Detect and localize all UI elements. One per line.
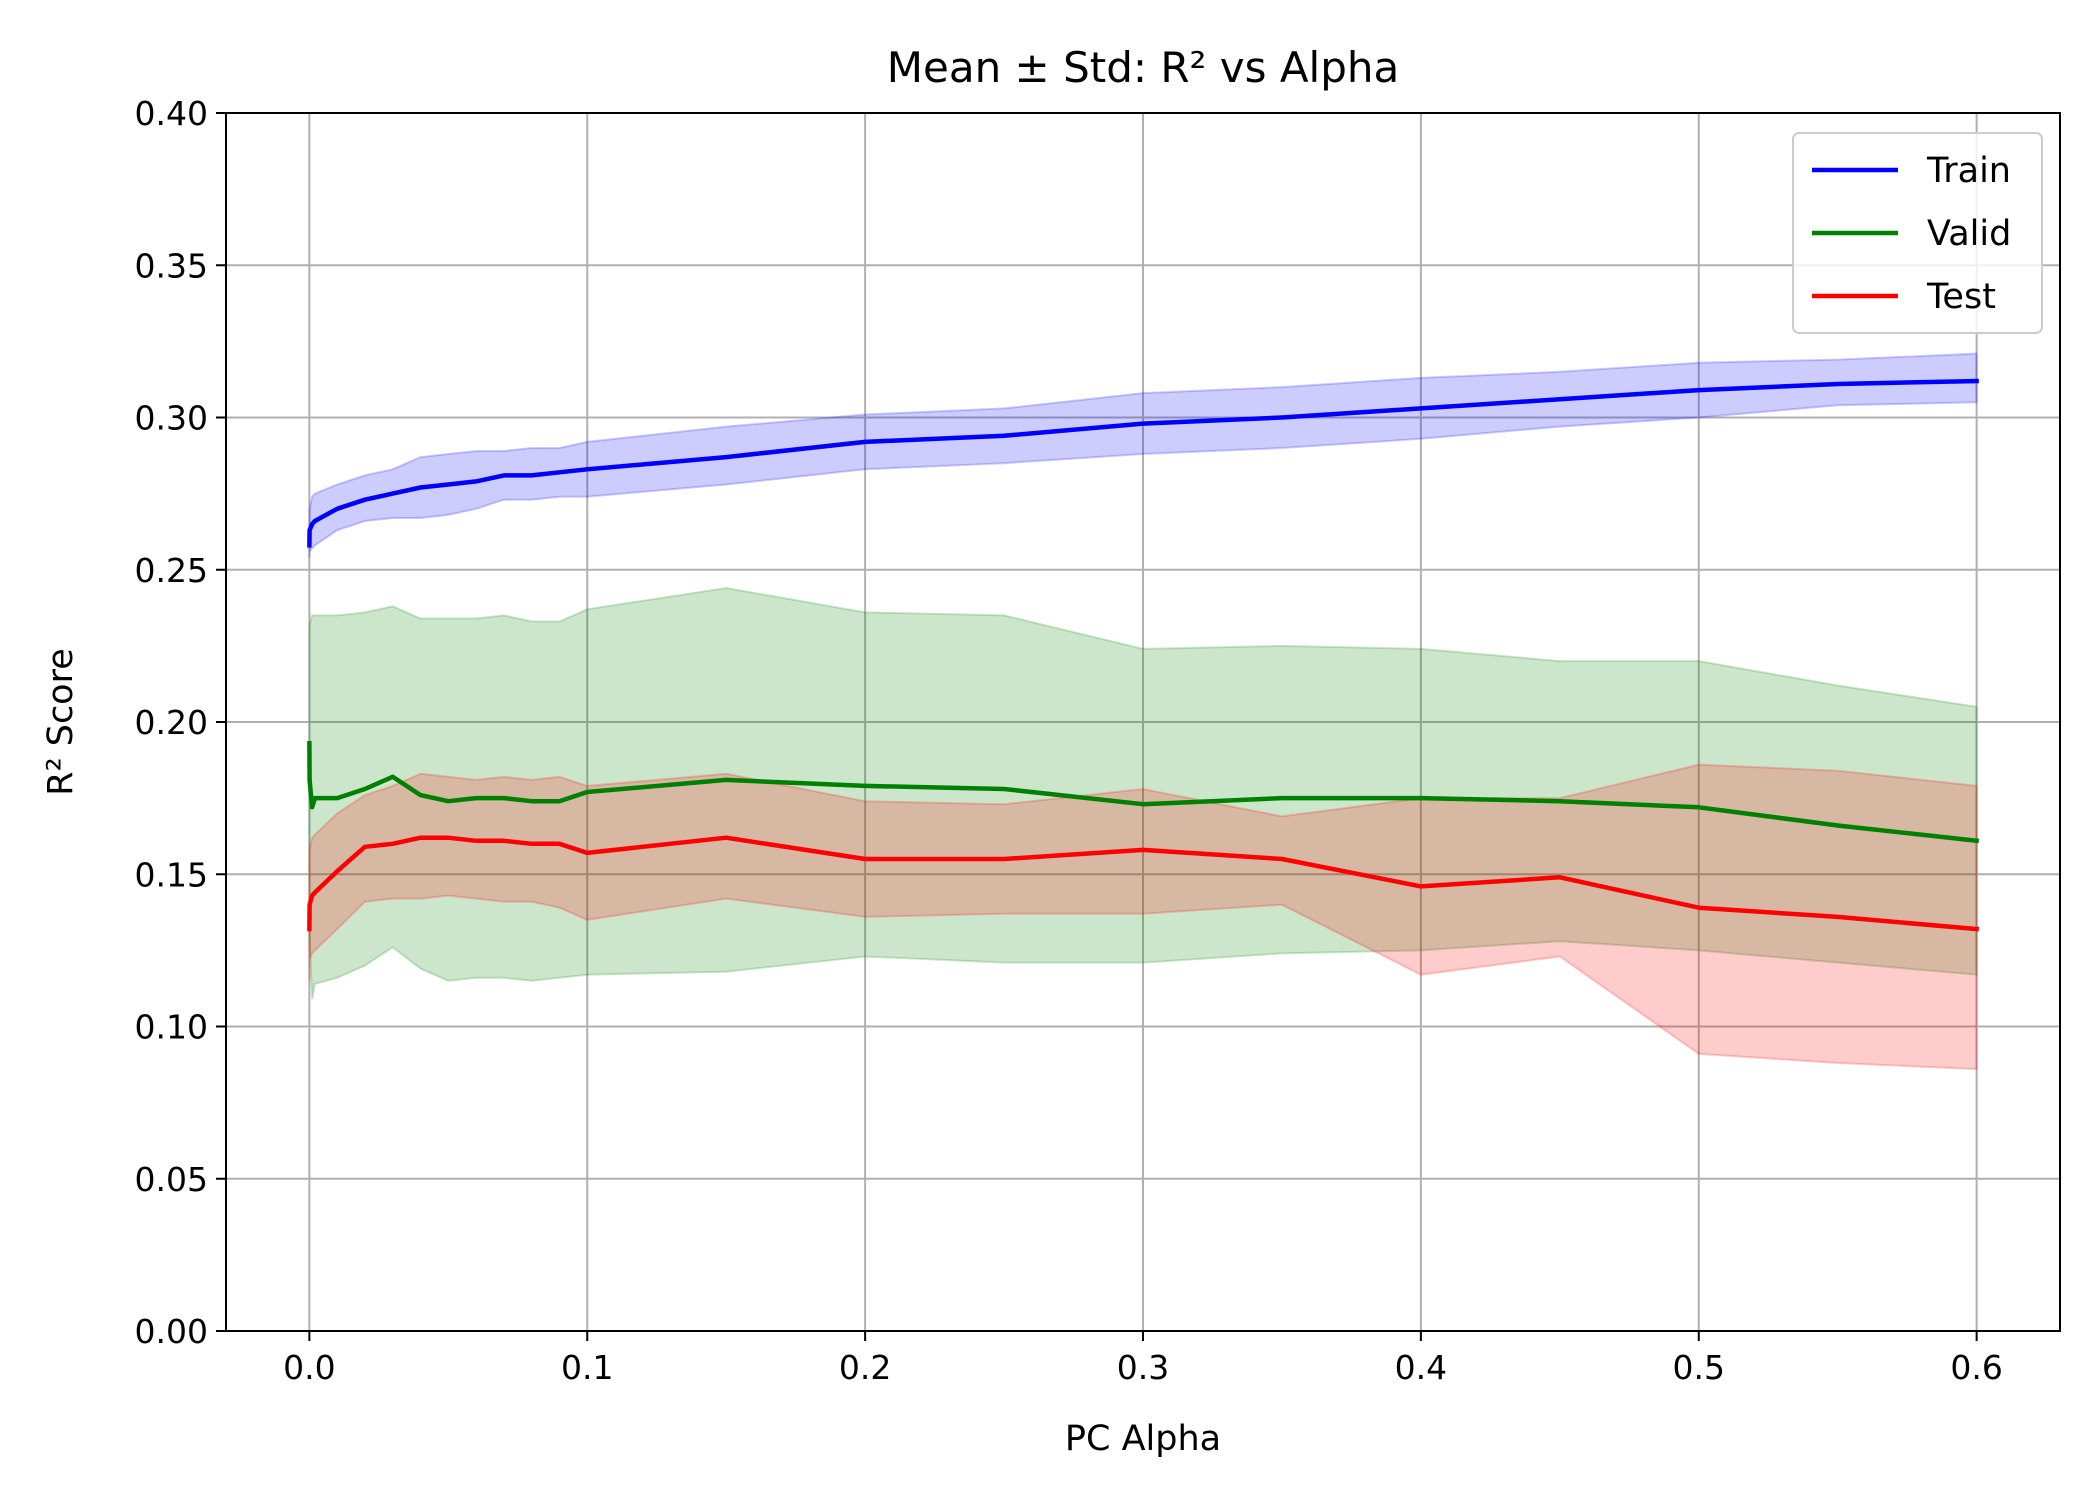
x-tick-label: 0.1 [561, 1348, 613, 1387]
y-tick-label: 0.00 [135, 1312, 208, 1351]
valid-std-band [308, 586, 1978, 1000]
y-tick-label: 0.05 [135, 1160, 208, 1199]
y-axis-label: R² Score [41, 648, 81, 796]
chart-title: Mean ± Std: R² vs Alpha [887, 43, 1400, 92]
series-lines [307, 378, 1980, 932]
y-tick-label: 0.20 [135, 703, 208, 742]
y-tick-label: 0.35 [135, 246, 208, 285]
y-tick-label: 0.40 [135, 94, 208, 133]
x-tick-label: 0.2 [839, 1348, 891, 1387]
test-std-band [308, 763, 1978, 1071]
test-mean-line [307, 835, 1980, 932]
legend-label-train: Train [1926, 151, 2011, 191]
y-tick-label: 0.30 [135, 399, 208, 438]
train-mean-line [307, 378, 1979, 548]
legend: Train Valid Test [1792, 132, 2043, 334]
x-tick-label: 0.5 [1673, 1348, 1725, 1387]
x-axis-label: PC Alpha [1065, 1419, 1221, 1459]
x-tick-label: 0.4 [1395, 1348, 1447, 1387]
std-bands [308, 352, 1978, 1071]
valid-mean-line [307, 741, 1980, 844]
legend-box [1792, 132, 2043, 334]
y-tick-label: 0.15 [135, 855, 208, 894]
legend-label-test: Test [1926, 277, 1996, 317]
x-tick-label: 0.6 [1950, 1348, 2002, 1387]
x-tick-label: 0.0 [283, 1348, 335, 1387]
y-tick-label: 0.25 [135, 551, 208, 590]
train-std-band [308, 352, 1978, 558]
y-tick-label: 0.10 [135, 1008, 208, 1047]
axis-ticks: 0.0 0.1 0.2 0.3 0.4 0.5 0.6 0.00 0.05 0.10 0.15 0.2… [135, 94, 2003, 1387]
legend-label-valid: Valid [1927, 214, 2011, 254]
x-tick-label: 0.3 [1117, 1348, 1169, 1387]
